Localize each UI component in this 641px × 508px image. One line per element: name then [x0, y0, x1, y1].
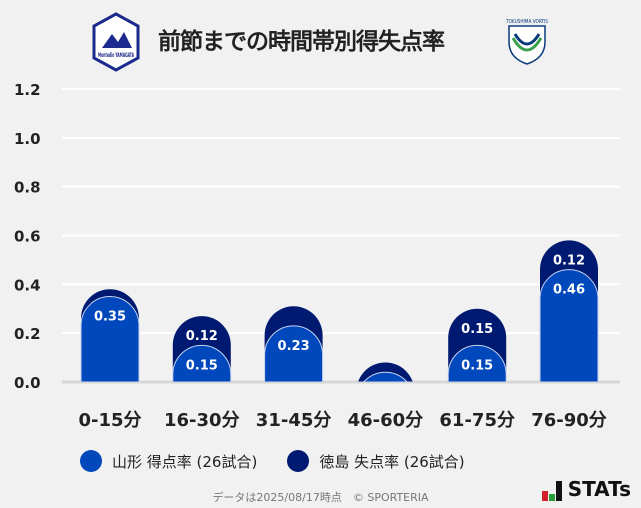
x-tick-label: 46-60分: [348, 410, 424, 431]
y-tick-label: 0.6: [14, 228, 41, 246]
stats-brand: STATs: [567, 477, 631, 501]
bar-yamagata-scored: [80, 296, 140, 382]
x-tick-label: 0-15分: [78, 410, 141, 431]
y-tick-label: 0.2: [14, 325, 41, 343]
x-tick-label: 31-45分: [256, 410, 332, 431]
bar-label-yamagata: 0.15: [186, 358, 218, 373]
legend-swatch: [287, 450, 310, 472]
bar-label-yamagata: 0.35: [94, 310, 126, 325]
bar-label-tokushima: 0.12: [553, 253, 585, 268]
legend-label: 徳島 失点率 (26試合): [319, 452, 465, 471]
legend: 山形 得点率 (26試合) 徳島 失点率 (26試合): [80, 450, 465, 472]
footer-note: データは2025/08/17時点 © SPORTERIA: [212, 491, 429, 504]
x-tick-label: 16-30分: [164, 410, 240, 431]
stats-logo: STATs: [541, 477, 631, 501]
x-tick-label: 76-90分: [531, 410, 607, 431]
montedio-logo: Montedio YAMAGATA: [92, 12, 140, 72]
y-tick-label: 1.2: [14, 81, 41, 99]
y-tick-label: 0.4: [14, 276, 41, 294]
stats-bars-icon: [541, 481, 562, 501]
x-tick-label: 61-75分: [439, 410, 515, 431]
legend-item-tokushima: 徳島 失点率 (26試合): [287, 450, 465, 472]
bar-yamagata-scored: [539, 269, 599, 382]
y-tick-label: 0.0: [14, 374, 41, 392]
bar-label-yamagata: 0.23: [278, 339, 310, 354]
bar-yamagata-scored: [447, 344, 507, 382]
legend-label: 山形 得点率 (26試合): [112, 452, 258, 471]
y-tick-label: 0.8: [14, 179, 41, 197]
bar-yamagata-scored: [355, 371, 415, 382]
bar-yamagata-scored: [264, 325, 324, 382]
plot-area: 0.0 0.2 0.4 0.6 0.8 1.0 1.2 0.35 0-15分 0.12 0.15 16…: [14, 81, 620, 431]
bar-label-yamagata: 0.15: [461, 358, 493, 373]
chart-title: 前節までの時間帯別得失点率: [158, 29, 445, 55]
bar-label-yamagata: 0.46: [553, 283, 585, 298]
bar-yamagata-scored: [172, 344, 232, 382]
legend-item-yamagata: 山形 得点率 (26試合): [80, 450, 257, 472]
montedio-logo-text: Montedio YAMAGATA: [98, 52, 134, 59]
vortis-logo: TOKUSHIMA VORTIS: [505, 19, 548, 65]
bar-label-tokushima: 0.15: [461, 322, 493, 337]
bar-label-tokushima: 0.12: [186, 329, 218, 344]
legend-swatch: [80, 450, 102, 472]
vortis-logo-text: TOKUSHIMA VORTIS: [505, 19, 548, 25]
y-tick-label: 1.0: [14, 130, 41, 148]
